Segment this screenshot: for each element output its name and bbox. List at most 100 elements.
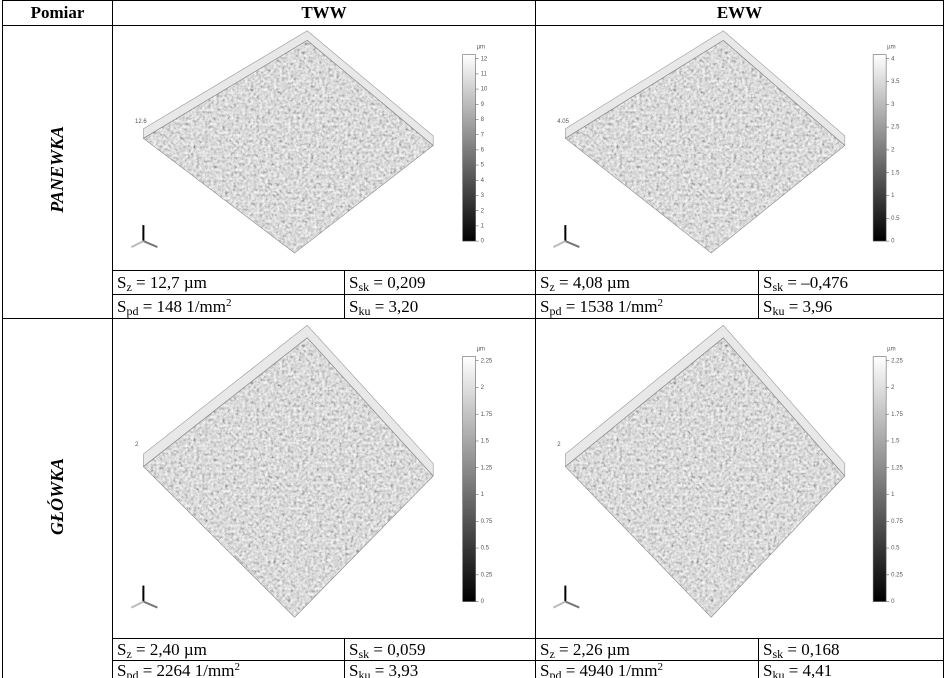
param-superscript: 2 xyxy=(657,296,663,309)
colorbar-tick-label: 11 xyxy=(481,71,488,77)
param-cell: Spd = 148 1/mm2 xyxy=(112,294,345,319)
param-subscript: pd xyxy=(549,667,562,678)
image-cell: 12.6 µm 12 11 10 9 8 7 6 5 4 3 2 1 0 xyxy=(112,25,536,271)
param-symbol: S xyxy=(117,296,127,316)
param-value: = 1538 1/mm xyxy=(561,296,658,316)
colorbar-tick-label: 0.5 xyxy=(481,546,490,552)
header-cell: TWW xyxy=(112,0,536,26)
param-symbol: S xyxy=(117,639,127,659)
param-value: = 3,20 xyxy=(370,296,419,316)
param-cell: Ssk = 0,209 xyxy=(344,270,536,295)
param-subscript: sk xyxy=(772,646,784,661)
colorbar-tick-label: 3.5 xyxy=(891,79,900,85)
colorbar-tick-label: 1.75 xyxy=(481,412,493,418)
colorbar-tick-label: 2 xyxy=(481,208,485,214)
colorbar-tick-label: 0.25 xyxy=(481,572,493,578)
param-symbol: S xyxy=(763,296,773,316)
colorbar-tick-label: 1.5 xyxy=(481,439,490,445)
surface-edge xyxy=(564,337,846,618)
colorbar xyxy=(872,54,887,242)
colorbar-tick-label: 0 xyxy=(481,599,485,605)
header-row: Pomiar TWW EWW xyxy=(2,0,944,26)
param-symbol: S xyxy=(763,639,773,659)
colorbar-tick-label: 0.5 xyxy=(891,216,900,222)
param-row: Spd = 2264 1/mm2 Sku = 3,93 Spd = 4940 1/m… xyxy=(3,660,944,678)
colorbar-tick-label: 12 xyxy=(481,56,488,62)
param-symbol: S xyxy=(540,660,550,678)
param-subscript: pd xyxy=(126,303,139,318)
row-label: PANEWKA xyxy=(47,126,67,213)
param-cell: Ssk = –0,476 xyxy=(758,270,944,295)
colorbar-tick-label: 5 xyxy=(481,163,485,169)
colorbar-tick-label: 0.75 xyxy=(891,519,903,525)
param-symbol: S xyxy=(117,660,127,678)
colorbar-unit: µm xyxy=(477,44,485,50)
surface-edge xyxy=(564,39,846,254)
param-superscript: 2 xyxy=(225,296,232,309)
param-value: = 4940 1/mm xyxy=(561,660,658,678)
param-subscript: z xyxy=(126,646,132,661)
param-subscript: pd xyxy=(126,667,139,678)
colorbar-tick-label: 0 xyxy=(481,239,485,245)
colorbar-tick-label: 0 xyxy=(891,239,895,245)
max-label: 2 xyxy=(135,442,139,448)
param-subscript: ku xyxy=(358,303,371,318)
param-cell: Spd = 4940 1/mm2 xyxy=(535,660,759,678)
colorbar-tick-label: 1.5 xyxy=(891,439,900,445)
colorbar-tick-label: 0.25 xyxy=(891,572,903,578)
param-symbol: S xyxy=(117,272,127,292)
param-superscript: 2 xyxy=(657,660,663,673)
param-symbol: S xyxy=(540,272,550,292)
axis-y xyxy=(130,600,144,609)
param-symbol: S xyxy=(349,272,359,292)
param-cell: Sku = 3,20 xyxy=(344,294,536,319)
image-cell: 2 µm 2.25 2 1.75 1.5 1.25 1 0.75 0.5 0.25 0 xyxy=(535,318,944,639)
max-label: 2 xyxy=(557,442,561,448)
colorbar-tick-label: 0.75 xyxy=(481,519,493,525)
axis-y xyxy=(130,240,144,248)
max-label: 12.6 xyxy=(135,119,147,125)
colorbar-tick-label: 1.25 xyxy=(481,465,493,471)
param-subscript: sk xyxy=(358,279,370,294)
surface-edge xyxy=(142,337,434,618)
axis-y xyxy=(552,240,566,248)
surface-plot: 4.05 µm 4 3.5 3 2.5 2 1.5 1 0.5 0 xyxy=(552,30,900,254)
param-subscript: pd xyxy=(549,303,562,318)
image-row: GŁÓWKA 2 µm 2.25 2 1.75 1.5 1.25 1 0.75 0.5 0.25 0 2 µ… xyxy=(2,318,944,678)
colorbar-tick-label: 1.5 xyxy=(891,170,900,176)
surface-plot: 2 µm 2.25 2 1.75 1.5 1.25 1 0.75 0.5 0.25 0 xyxy=(552,324,903,618)
param-subscript: sk xyxy=(772,279,784,294)
param-value: = 4,41 xyxy=(784,660,833,678)
param-value: = 2,40 µm xyxy=(131,639,207,659)
colorbar-tick-label: 2.25 xyxy=(891,358,903,364)
image-row: PANEWKA 12.6 µm 12 11 10 9 8 7 6 5 4 3 2 1 0 4.05 µm 4 3.5 3… xyxy=(2,25,944,319)
row-label-cell: PANEWKA xyxy=(2,25,113,319)
colorbar-tick-label: 2.25 xyxy=(481,358,493,364)
axis-x xyxy=(143,240,158,249)
param-cell: Sku = 3,96 xyxy=(758,294,944,319)
colorbar-tick-label: 4 xyxy=(481,178,485,184)
colorbar-tick-label: 2 xyxy=(891,385,895,391)
param-value: = 4,08 µm xyxy=(554,272,630,292)
param-symbol: S xyxy=(763,660,773,678)
param-symbol: S xyxy=(349,660,359,678)
param-value: = 2,26 µm xyxy=(554,639,630,659)
axis-x xyxy=(143,600,158,609)
colorbar-tick-label: 8 xyxy=(481,117,485,123)
param-value: = 2264 1/mm xyxy=(138,660,235,678)
param-value: = –0,476 xyxy=(783,272,848,292)
colorbar-tick-label: 2 xyxy=(481,385,485,391)
colorbar-tick-label: 3 xyxy=(891,102,895,108)
param-cell: Spd = 1538 1/mm2 xyxy=(535,294,759,319)
surface-plot: 2 µm 2.25 2 1.75 1.5 1.25 1 0.75 0.5 0.25 0 xyxy=(130,324,493,618)
param-cell: Sz = 2,26 µm xyxy=(535,638,759,661)
colorbar xyxy=(872,356,887,602)
param-subscript: ku xyxy=(358,667,371,678)
param-row: Sz = 2,40 µm Ssk = 0,059 Sz = 2,26 µm Ssk =… xyxy=(3,638,944,661)
colorbar-tick-label: 1 xyxy=(891,492,895,498)
param-cell: Sku = 3,93 xyxy=(344,660,536,678)
param-superscript: 2 xyxy=(234,660,240,673)
colorbar-tick-label: 3 xyxy=(481,193,485,199)
